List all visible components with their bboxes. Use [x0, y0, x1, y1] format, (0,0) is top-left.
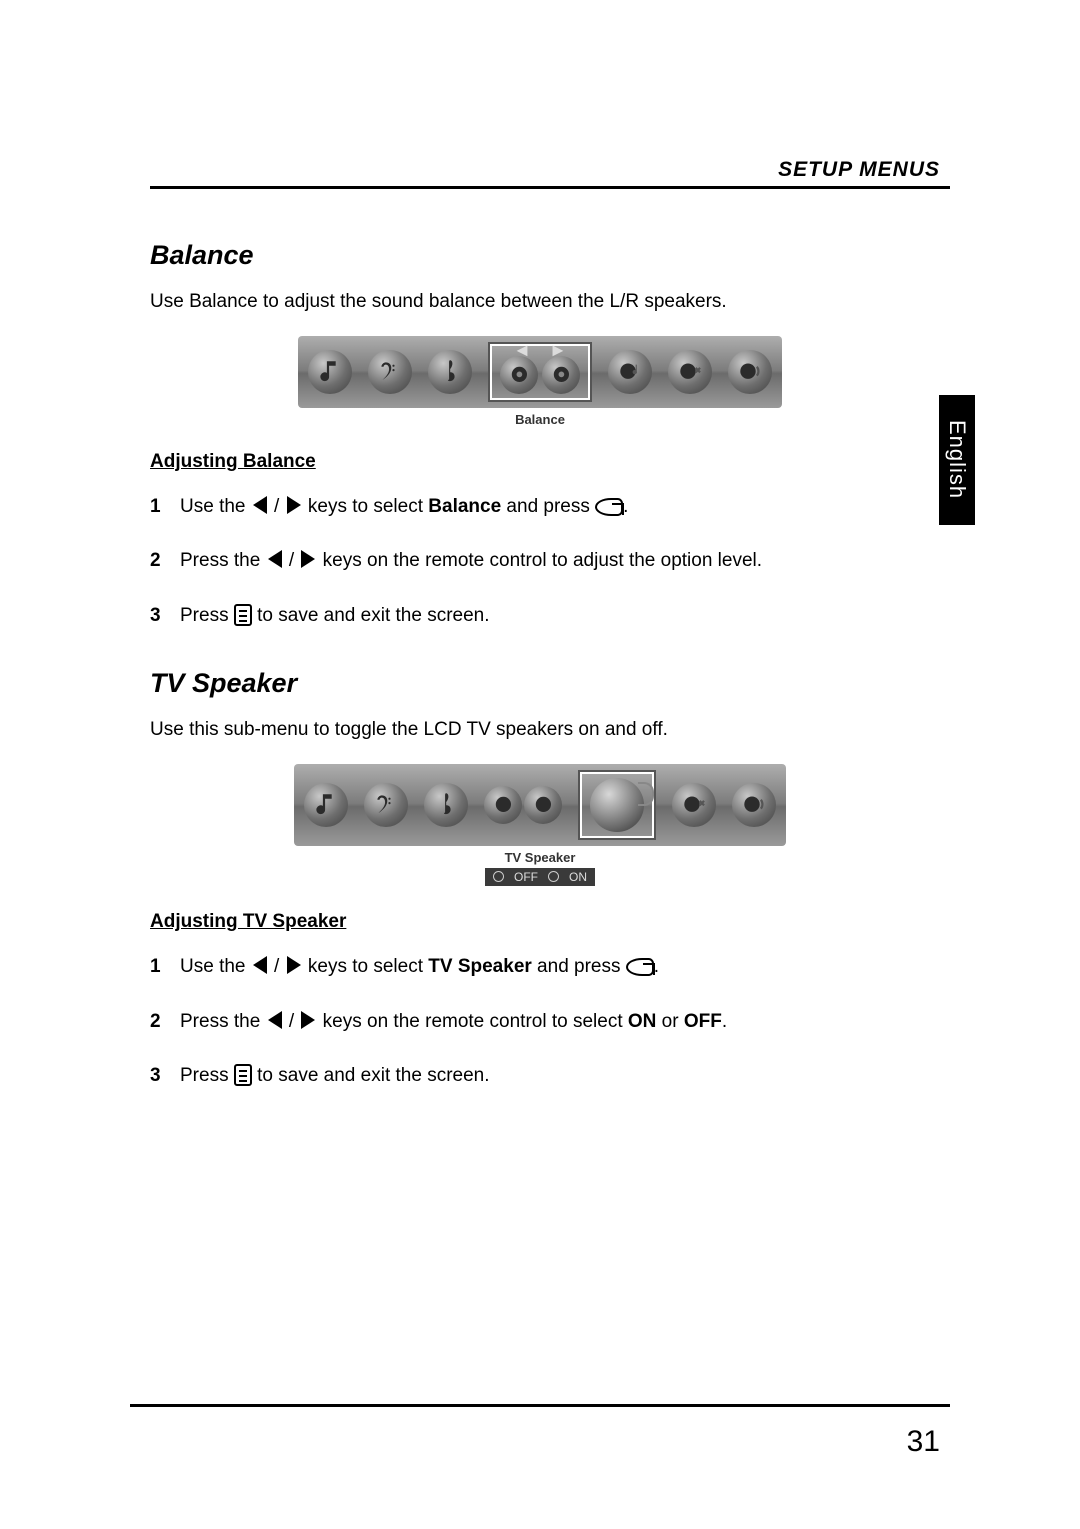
treble-clef-icon [424, 783, 468, 827]
balance-right-speaker-icon [542, 356, 580, 394]
treble-clef-icon [428, 350, 472, 394]
bass-clef-icon [368, 350, 412, 394]
left-arrow-icon [253, 496, 267, 514]
balance-step-3: Press to save and exit the screen. [150, 602, 930, 631]
left-arrow-icon [253, 956, 267, 974]
left-arrow-icon [268, 1011, 282, 1029]
balance-steps: Use the / keys to select Balance and pre… [150, 493, 930, 631]
balance-left-speaker-icon [500, 356, 538, 394]
balance-selected-item: ◄► [488, 342, 592, 402]
speaker-wave-icon [732, 783, 776, 827]
balance-step-1: Use the / keys to select Balance and pre… [150, 493, 930, 522]
speaker-off-icon [668, 350, 712, 394]
adjusting-balance-heading: Adjusting Balance [150, 451, 930, 473]
tvspeaker-step-2: Press the / keys on the remote control t… [150, 1008, 930, 1037]
balance-menu-strip: ◄► [150, 336, 930, 427]
balance-title: Balance [150, 240, 930, 271]
tvspeaker-steps: Use the / keys to select TV Speaker and … [150, 953, 930, 1091]
right-arrow-icon [301, 550, 315, 568]
manual-page: SETUP MENUS English Balance Use Balance … [0, 0, 1080, 1529]
tvspeaker-strip-label: TV Speaker [150, 850, 930, 865]
speaker-wave-icon [728, 350, 772, 394]
right-arrow-icon [301, 1011, 315, 1029]
tvspeaker-radio-row: OFF ON [485, 868, 595, 886]
speaker-note-icon [608, 350, 652, 394]
bass-clef-icon [364, 783, 408, 827]
tvspeaker-step-1: Use the / keys to select TV Speaker and … [150, 953, 930, 982]
top-rule [150, 186, 950, 189]
balance-strip-label: Balance [150, 412, 930, 427]
balance-step-2: Press the / keys on the remote control t… [150, 547, 930, 576]
header-section-title: SETUP MENUS [778, 158, 940, 182]
music-note-icon [304, 783, 348, 827]
bottom-rule [130, 1404, 950, 1407]
enter-icon [595, 498, 623, 516]
language-tab: English [939, 395, 975, 525]
radio-on-icon [548, 871, 559, 882]
menu-exit-icon [234, 604, 252, 626]
tvspeaker-description: Use this sub-menu to toggle the LCD TV s… [150, 717, 930, 744]
tv-speaker-icon [590, 778, 644, 832]
tvspeaker-menu-strip: TV Speaker OFF ON [150, 764, 930, 888]
tvspeaker-selected-item [578, 770, 656, 840]
balance-dual-icon [484, 783, 562, 827]
page-number: 31 [907, 1425, 940, 1459]
page-content: Balance Use Balance to adjust the sound … [150, 240, 930, 1129]
speaker-off-icon [672, 783, 716, 827]
tvspeaker-title: TV Speaker [150, 668, 930, 699]
tvspeaker-step-3: Press to save and exit the screen. [150, 1062, 930, 1091]
right-arrow-icon [287, 956, 301, 974]
left-arrow-icon [268, 550, 282, 568]
right-arrow-icon [287, 496, 301, 514]
balance-description: Use Balance to adjust the sound balance … [150, 289, 930, 316]
music-note-icon [308, 350, 352, 394]
menu-exit-icon [234, 1064, 252, 1086]
radio-off-icon [493, 871, 504, 882]
enter-icon [626, 958, 654, 976]
adjusting-tvspeaker-heading: Adjusting TV Speaker [150, 911, 930, 933]
